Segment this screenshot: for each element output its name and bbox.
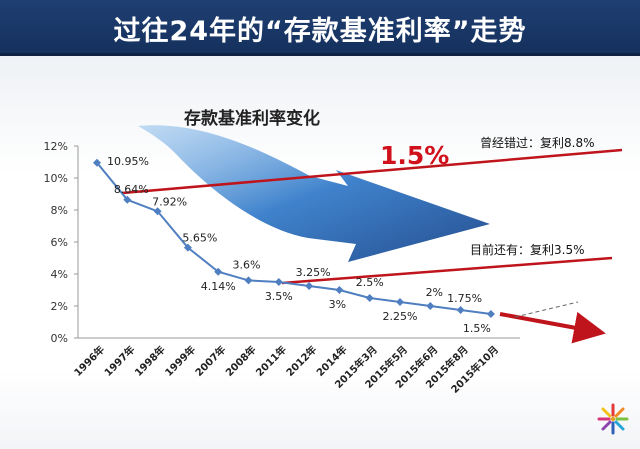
upper-red-line [121, 148, 623, 195]
data-label: 1.75% [447, 292, 482, 305]
data-label: 2% [426, 286, 443, 299]
x-tick-label: 2012年 [283, 343, 319, 379]
data-point [214, 267, 223, 276]
data-point [244, 276, 253, 285]
chart-panel [0, 56, 640, 449]
data-point [123, 195, 132, 204]
lower-note: 目前还有：复利3.5% [470, 242, 585, 257]
data-point [93, 158, 101, 167]
data-label: 3.25% [296, 266, 331, 279]
data-label: 2.5% [356, 276, 384, 289]
data-label: 4.14% [201, 280, 236, 293]
flower-logo-icon [597, 403, 629, 435]
data-label: 7.92% [152, 195, 187, 208]
big-rate-label: 1.5% [380, 141, 449, 170]
data-point [456, 306, 465, 314]
data-label: 3.5% [265, 290, 293, 303]
y-tick-label: 4% [51, 268, 68, 281]
data-point [365, 294, 374, 302]
data-point [274, 278, 283, 286]
data-label: 1.5% [463, 322, 491, 335]
x-tick-label: 2007年 [192, 343, 228, 379]
upper-note: 曾经错过：复利8.8% [480, 136, 595, 150]
data-point [426, 302, 435, 310]
y-tick-label: 8% [51, 204, 68, 217]
lower-red-line [281, 256, 613, 285]
x-tick-label: 1997年 [101, 343, 137, 379]
data-point [153, 207, 162, 216]
trend-arrow-icon [138, 125, 490, 263]
y-tick-label: 6% [51, 236, 68, 249]
data-point [305, 282, 314, 290]
data-label: 10.95% [107, 155, 149, 168]
y-tick-label: 12% [44, 140, 68, 153]
data-point [486, 310, 495, 318]
data-label: 2.25% [383, 310, 418, 323]
series-line [96, 162, 492, 315]
data-point [396, 298, 404, 306]
x-tick-label: 1998年 [132, 343, 168, 379]
x-tick-label: 1999年 [162, 343, 198, 379]
x-tick-label: 2008年 [223, 343, 259, 379]
data-label: 3.6% [233, 258, 261, 271]
data-point [335, 286, 344, 294]
y-tick-label: 0% [51, 332, 68, 345]
y-tick-label: 2% [51, 300, 68, 313]
data-label: 8.64% [114, 183, 149, 196]
page-title: 过往24年的“存款基准利率”走势 [0, 0, 640, 56]
dashed-projection [514, 301, 579, 318]
data-label: 3% [329, 298, 346, 311]
y-tick-label: 10% [44, 172, 68, 185]
data-label: 5.65% [182, 232, 217, 245]
x-tick-label: 1996年 [71, 343, 107, 379]
chart-title: 存款基准利率变化 [184, 108, 320, 129]
down-red-arrow [499, 311, 606, 344]
data-point [183, 243, 192, 252]
x-tick-label: 2011年 [253, 343, 289, 379]
